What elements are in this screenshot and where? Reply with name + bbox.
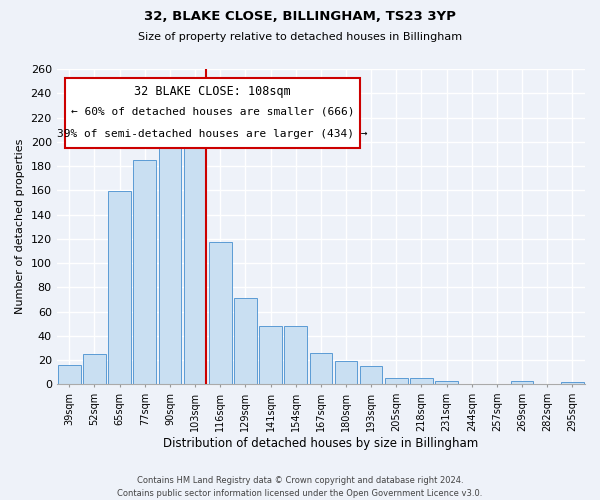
Bar	[310, 353, 332, 384]
Text: Contains HM Land Registry data © Crown copyright and database right 2024.
Contai: Contains HM Land Registry data © Crown c…	[118, 476, 482, 498]
Bar	[360, 366, 382, 384]
FancyBboxPatch shape	[65, 78, 361, 148]
Bar	[234, 298, 257, 384]
Text: Size of property relative to detached houses in Billingham: Size of property relative to detached ho…	[138, 32, 462, 42]
Bar	[108, 192, 131, 384]
Bar	[410, 378, 433, 384]
Text: 32 BLAKE CLOSE: 108sqm: 32 BLAKE CLOSE: 108sqm	[134, 85, 291, 98]
Bar	[58, 365, 80, 384]
Text: 39% of semi-detached houses are larger (434) →: 39% of semi-detached houses are larger (…	[57, 129, 368, 139]
Bar	[335, 362, 358, 384]
Text: 32, BLAKE CLOSE, BILLINGHAM, TS23 3YP: 32, BLAKE CLOSE, BILLINGHAM, TS23 3YP	[144, 10, 456, 23]
Bar	[133, 160, 156, 384]
Bar	[158, 131, 181, 384]
Bar	[385, 378, 407, 384]
Bar	[284, 326, 307, 384]
Bar	[561, 382, 584, 384]
Bar	[184, 122, 206, 384]
Text: ← 60% of detached houses are smaller (666): ← 60% of detached houses are smaller (66…	[71, 107, 354, 117]
X-axis label: Distribution of detached houses by size in Billingham: Distribution of detached houses by size …	[163, 437, 478, 450]
Bar	[259, 326, 282, 384]
Bar	[209, 242, 232, 384]
Bar	[511, 380, 533, 384]
Bar	[83, 354, 106, 384]
Y-axis label: Number of detached properties: Number of detached properties	[15, 139, 25, 314]
Bar	[436, 380, 458, 384]
